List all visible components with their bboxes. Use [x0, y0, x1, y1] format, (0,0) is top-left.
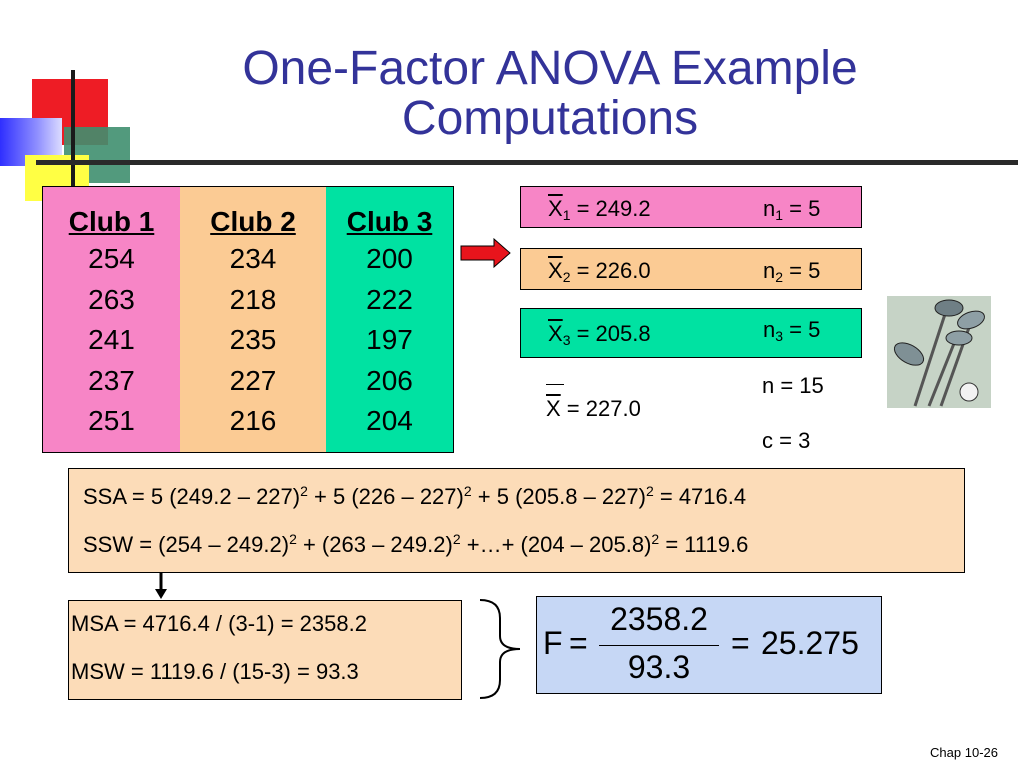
club-3-value: 200: [366, 243, 413, 274]
double-bar-top: [546, 384, 564, 385]
group-1-size: n1 = 5: [763, 196, 821, 223]
club-2-value: 227: [229, 364, 277, 396]
club-1-value: 254: [88, 243, 135, 274]
f-statistic-box: F = 2358.2 93.3 = 25.275: [536, 596, 882, 694]
f-fraction-bar: [599, 645, 719, 646]
club-2-value: 216: [229, 405, 277, 436]
mean-box-3: X3 = 205.8 n3 = 5: [520, 308, 862, 358]
down-arrow-icon: [155, 572, 167, 599]
club-1-value: 237: [88, 364, 135, 396]
club-1-column: Club 1 254 263 241 237 251: [43, 187, 180, 452]
slide-title: One-Factor ANOVA Example Computations: [150, 44, 950, 144]
number-of-groups: c = 3: [762, 428, 811, 453]
f-equals-1: =: [569, 625, 588, 661]
club-3-value: 222: [366, 283, 413, 315]
club-3-value: 206: [366, 364, 413, 396]
f-result: 25.275: [761, 625, 859, 661]
club-1-value: 263: [88, 283, 135, 315]
group-3-size: n3 = 5: [763, 317, 821, 344]
title-line-1: One-Factor ANOVA Example: [242, 42, 858, 95]
f-equals-2: =: [731, 625, 750, 661]
msw-formula: MSW = 1119.6 / (15-3) = 93.3: [71, 659, 359, 684]
club-2-value: 234: [229, 243, 277, 274]
total-sample-size: n = 15: [762, 373, 824, 398]
group-1-mean: X1 = 249.2: [548, 196, 651, 223]
mean-squares-box: MSA = 4716.4 / (3-1) = 2358.2 MSW = 1119…: [68, 600, 462, 700]
title-divider: [36, 160, 1018, 165]
club-2-header: Club 2: [210, 206, 296, 237]
slide-footer: Chap 10-26: [930, 745, 998, 760]
club-3-header: Club 3: [346, 206, 433, 237]
f-symbol: F: [543, 625, 563, 661]
sum-of-squares-box: SSA = 5 (249.2 – 227)2 + 5 (226 – 227)2 …: [68, 468, 965, 573]
group-3-mean: X3 = 205.8: [548, 321, 651, 348]
group-2-size: n2 = 5: [763, 258, 821, 285]
msa-formula: MSA = 4716.4 / (3-1) = 2358.2: [71, 611, 367, 636]
grand-mean: X = 227.0: [546, 384, 641, 422]
f-numerator: 2358.2: [610, 601, 708, 637]
club-1-value: 251: [88, 405, 135, 436]
club-1-header: Club 1: [68, 206, 155, 237]
club-data-table: Club 1 254 263 241 237 251 Club 2 234 21…: [42, 186, 454, 453]
ssw-formula: SSW = (254 – 249.2)2 + (263 – 249.2)2 +……: [83, 531, 749, 557]
club-1-value: 241: [88, 324, 135, 355]
golf-clubs-icon: [887, 296, 991, 408]
mean-box-2: X2 = 226.0 n2 = 5: [520, 248, 862, 290]
ssa-formula: SSA = 5 (249.2 – 227)2 + 5 (226 – 227)2 …: [83, 483, 747, 509]
group-2-mean: X2 = 226.0: [548, 258, 651, 285]
club-2-column: Club 2 234 218 235 227 216: [180, 187, 326, 452]
title-line-2: Computations: [401, 92, 699, 145]
club-3-value: 204: [366, 405, 413, 436]
mean-box-1: X1 = 249.2 n1 = 5: [520, 186, 862, 228]
curly-brace-icon: [479, 599, 521, 699]
club-2-value: 218: [229, 283, 277, 315]
club-2-value: 235: [229, 324, 277, 355]
club-3-column: Club 3 200 222 197 206 204: [326, 187, 453, 452]
right-arrow-icon: [460, 238, 511, 268]
club-3-value: 197: [366, 324, 413, 355]
f-denominator: 93.3: [627, 649, 691, 685]
logo-vertical-line: [71, 70, 75, 186]
